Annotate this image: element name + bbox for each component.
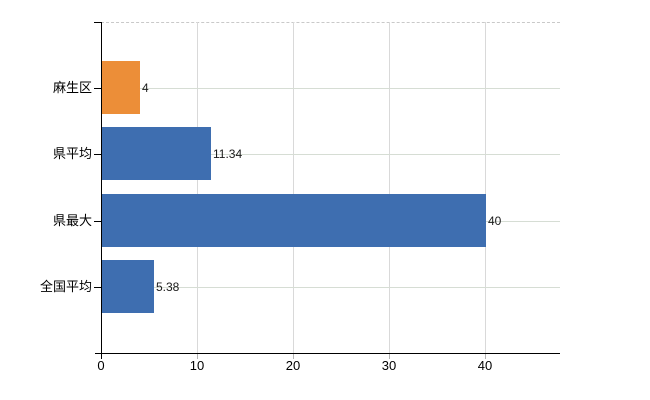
vertical-gridline xyxy=(197,22,198,353)
x-tick-label: 0 xyxy=(97,358,105,373)
y-axis-line xyxy=(101,22,102,354)
x-tick-label: 20 xyxy=(285,358,301,373)
category-label: 全国平均 xyxy=(39,279,92,294)
y-axis-tick xyxy=(94,88,101,89)
vertical-gridline xyxy=(389,22,390,353)
value-label: 5.38 xyxy=(156,280,180,294)
bar-prefecture-max xyxy=(102,194,486,247)
bar-prefecture-average xyxy=(102,127,211,180)
y-axis-tick xyxy=(94,154,101,155)
bar-national-average xyxy=(102,260,154,313)
x-tick-label: 40 xyxy=(477,358,493,373)
value-label: 4 xyxy=(142,81,149,95)
x-axis-tick xyxy=(485,354,486,359)
x-axis-tick xyxy=(389,354,390,359)
horizontal-gridline xyxy=(101,154,560,155)
horizontal-gridline xyxy=(101,88,560,89)
vertical-gridline xyxy=(293,22,294,353)
x-tick-label: 30 xyxy=(381,358,397,373)
horizontal-gridline xyxy=(101,287,560,288)
x-axis-tick xyxy=(293,354,294,359)
plot-top-border xyxy=(101,22,560,23)
value-label: 40 xyxy=(488,214,502,228)
x-axis-tick xyxy=(197,354,198,359)
x-axis-line xyxy=(95,353,560,354)
x-tick-label: 10 xyxy=(189,358,205,373)
bar-asaoku xyxy=(102,61,140,114)
value-label: 11.34 xyxy=(213,147,243,161)
x-axis-tick xyxy=(101,354,102,359)
category-label: 県最大 xyxy=(52,213,92,228)
category-label: 麻生区 xyxy=(52,80,92,95)
vertical-gridline xyxy=(485,22,486,353)
y-axis-tick xyxy=(94,22,101,23)
y-axis-tick xyxy=(94,287,101,288)
y-axis-tick xyxy=(94,221,101,222)
category-label: 県平均 xyxy=(52,146,92,161)
